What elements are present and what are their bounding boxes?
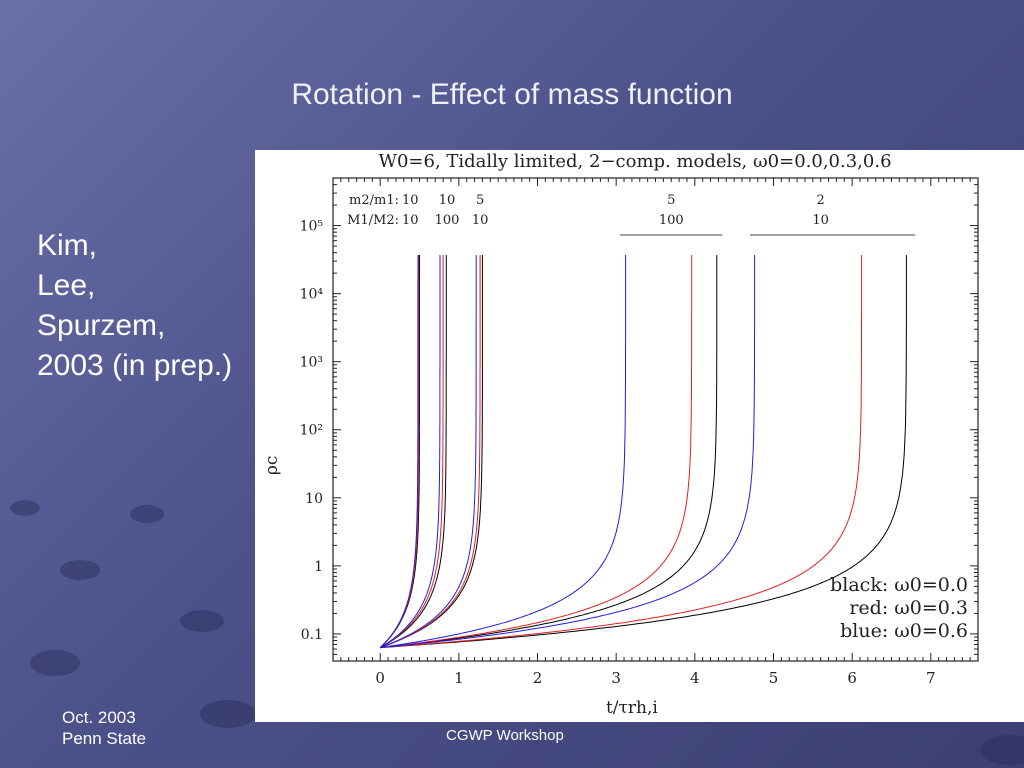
x-tick-label: 7	[926, 669, 936, 687]
mass-ratio-label: m2/m1:	[349, 193, 399, 208]
y-tick-label: 10³	[300, 355, 323, 371]
x-tick-label: 4	[690, 669, 700, 687]
group-M1M2-label: 10	[812, 213, 829, 228]
curve-black-group-2	[379, 255, 447, 649]
legend-entry: red: ω0=0.3	[849, 597, 968, 619]
footer-location: Penn State	[62, 729, 147, 748]
x-tick-label: 1	[454, 669, 464, 687]
author-list: Kim, Lee, Spurzem, 2003 (in prep.)	[37, 226, 232, 386]
curve-blue-group-4	[380, 255, 627, 649]
decor-bubble	[130, 505, 164, 523]
decor-bubble	[980, 735, 1024, 765]
decor-bubble	[60, 560, 100, 580]
footer-date-line: Oct. 2003	[62, 708, 136, 727]
mass-ratio-label: M1/M2:	[347, 213, 399, 228]
group-M1M2-label: 100	[659, 213, 684, 228]
group-m2m1-label: 2	[817, 193, 825, 208]
curve-black-group-5	[380, 255, 907, 649]
slide-title: Rotation - Effect of mass function	[291, 78, 733, 111]
curve-red-group-2	[379, 255, 444, 649]
legend-entry: black: ω0=0.0	[830, 574, 968, 596]
curve-red-group-1	[379, 255, 420, 648]
group-M1M2-label: 100	[435, 213, 460, 228]
x-tick-label: 2	[533, 669, 543, 687]
curve-black-group-1	[379, 255, 420, 648]
curve-blue-group-5	[380, 255, 756, 649]
chart: W0=6, Tidally limited, 2−comp. models, ω…	[262, 151, 979, 718]
curve-blue-group-3	[380, 255, 477, 649]
footer-workshop: CGWP Workshop	[446, 727, 564, 744]
group-m2m1-label: 10	[439, 193, 456, 208]
decor-bubble	[30, 650, 80, 676]
x-axis-label: t/τrh,i	[606, 698, 658, 718]
y-tick-label: 0.1	[301, 627, 323, 643]
curve-red-group-5	[380, 255, 863, 649]
author: Lee,	[37, 269, 96, 302]
x-tick-label: 6	[847, 669, 857, 687]
curve-black-group-4	[380, 255, 718, 649]
x-tick-label: 3	[611, 669, 621, 687]
decor-bubble	[200, 700, 256, 728]
y-tick-label: 10⁵	[300, 219, 324, 235]
curve-red-group-4	[380, 255, 693, 649]
decor-bubble	[180, 610, 224, 632]
decor-bubble	[10, 500, 40, 516]
y-axis-label: ρc	[262, 456, 282, 476]
group-M1M2-label: 10	[472, 213, 489, 228]
curve-blue-group-2	[379, 255, 441, 649]
x-tick-label: 0	[375, 669, 385, 687]
y-tick-label: 10	[305, 491, 323, 507]
group-m2m1-label: 10	[402, 193, 419, 208]
y-tick-label: 10⁴	[300, 287, 324, 303]
group-M1M2-label: 10	[402, 213, 419, 228]
publication-note: 2003 (in prep.)	[37, 349, 233, 382]
footer-date: Oct. 2003 Penn State	[62, 707, 146, 749]
group-m2m1-label: 5	[476, 193, 484, 208]
author: Kim,	[37, 229, 97, 262]
curve-blue-group-1	[379, 255, 419, 648]
curve-red-group-3	[380, 255, 481, 649]
group-m2m1-label: 5	[667, 193, 675, 208]
x-tick-label: 5	[769, 669, 779, 687]
legend-entry: blue: ω0=0.6	[840, 620, 968, 642]
y-tick-label: 10²	[300, 423, 323, 439]
chart-title: W0=6, Tidally limited, 2−comp. models, ω…	[378, 151, 891, 172]
y-tick-label: 1	[314, 559, 323, 575]
chart-figure: W0=6, Tidally limited, 2−comp. models, ω…	[255, 150, 1024, 722]
author: Spurzem,	[37, 309, 166, 342]
